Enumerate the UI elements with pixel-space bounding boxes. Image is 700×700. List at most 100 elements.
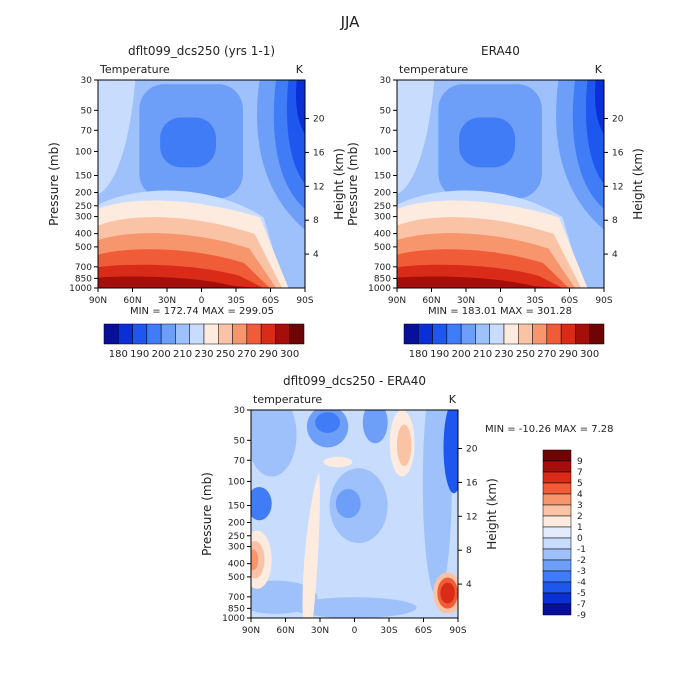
colorbar-swatch: [418, 323, 433, 345]
colorbar-label: -5: [577, 589, 586, 599]
colorbar-swatch: [175, 323, 190, 345]
pressure-tick-label: 150: [75, 171, 92, 181]
colorbar-label: 210: [473, 349, 492, 360]
colorbar-label: -9: [577, 611, 586, 621]
pressure-tick-label: 500: [228, 573, 245, 583]
height-tick-label: 12: [466, 512, 477, 522]
pressure-tick-label: 200: [374, 189, 391, 199]
pressure-tick-label: 250: [374, 202, 391, 212]
contour-fill: [251, 410, 297, 477]
contour-fill: [396, 424, 412, 467]
colorbar-swatch: [432, 323, 448, 345]
colorbar-label: 250: [516, 349, 535, 360]
contour-field: [251, 410, 458, 618]
pressure-tick-label: 500: [374, 243, 391, 253]
height-tick-label: 20: [313, 115, 325, 125]
colorbar-label: 270: [537, 349, 556, 360]
height-tick-label: 16: [466, 478, 478, 488]
pressure-tick-label: 100: [75, 147, 92, 157]
colorbar-label: 200: [452, 349, 471, 360]
height-tick-label: 8: [466, 546, 472, 556]
pressure-tick-label: 1000: [222, 614, 245, 624]
pressure-tick-label: 50: [81, 106, 93, 116]
contour-fill: [160, 117, 216, 168]
colorbar-label: 1: [577, 523, 583, 533]
height-tick-label: 16: [313, 148, 325, 158]
colorbar-label: 230: [494, 349, 513, 360]
pressure-tick-label: 700: [75, 263, 92, 273]
height-tick-label: 4: [313, 250, 319, 260]
chart-subtitle: Temperature: [99, 63, 170, 76]
pressure-tick-label: 250: [228, 532, 245, 542]
colorbar-swatch: [218, 323, 233, 345]
colorbar-swatch: [132, 323, 148, 345]
colorbar-label: -1: [577, 545, 586, 555]
colorbar-label: -7: [577, 600, 586, 610]
colorbar-label: 200: [152, 349, 171, 360]
colorbar-label: 7: [577, 468, 583, 478]
colorbar-swatch: [460, 323, 476, 345]
pressure-tick-label: 50: [234, 436, 246, 446]
colorbar-swatch: [289, 323, 305, 345]
colorbar-label: 290: [559, 349, 578, 360]
contour-fill: [292, 597, 417, 618]
colorbar-swatch: [489, 323, 505, 345]
colorbar-swatch: [260, 323, 276, 345]
x-tick-label: 60S: [415, 626, 432, 636]
colorbar-swatch: [232, 323, 248, 345]
min-max-readout: MIN = -10.26 MAX = 7.28: [485, 424, 614, 435]
colorbar-vertical: [542, 449, 572, 616]
contour-fill: [323, 456, 353, 468]
colorbar-swatch: [542, 559, 572, 572]
colorbar-label: 230: [194, 349, 213, 360]
x-tick-label: 30N: [158, 296, 176, 306]
colorbar-swatch: [542, 592, 572, 605]
pressure-tick-label: 850: [374, 274, 391, 284]
contour-field: [397, 80, 604, 288]
colorbar-swatch: [275, 323, 290, 345]
contour-fill: [397, 80, 435, 195]
colorbar-swatch: [103, 323, 119, 345]
pressure-tick-label: 70: [380, 126, 392, 136]
colorbar-swatch: [560, 323, 576, 345]
chart-subtitle: temperature: [399, 63, 468, 76]
chart-title: dflt099_dcs250 (yrs 1-1): [128, 44, 275, 58]
y-axis-label-left: Pressure (mb): [346, 142, 360, 226]
x-tick-label: 0: [199, 296, 205, 306]
colorbar-label: 4: [577, 490, 583, 500]
x-tick-label: 90S: [449, 626, 466, 636]
colorbar-swatch: [503, 323, 519, 345]
contour-field: [98, 80, 305, 288]
colorbar-swatch: [542, 504, 572, 517]
colorbar: [103, 323, 305, 345]
pressure-tick-label: 250: [75, 202, 92, 212]
colorbar-swatch: [118, 323, 133, 345]
pressure-tick-label: 300: [75, 213, 92, 223]
contour-fill: [315, 412, 341, 433]
colorbar-label: -2: [577, 556, 586, 566]
contour-fill: [594, 80, 604, 135]
chart-units: K: [296, 63, 304, 76]
pressure-tick-label: 50: [380, 106, 392, 116]
y-axis-label-left: Pressure (mb): [47, 142, 61, 226]
height-tick-label: 12: [313, 182, 324, 192]
colorbar-swatch: [542, 449, 572, 462]
colorbar-swatch: [542, 515, 572, 528]
pressure-tick-label: 100: [228, 477, 245, 487]
pressure-tick-label: 400: [374, 230, 391, 240]
y-axis-label-right: Height (km): [332, 148, 346, 219]
colorbar-swatch: [589, 323, 605, 345]
contour-fill: [98, 276, 258, 288]
y-axis-label-left: Pressure (mb): [200, 472, 214, 556]
colorbar-label: 180: [409, 349, 428, 360]
x-tick-label: 30S: [227, 296, 244, 306]
pressure-tick-label: 70: [81, 126, 93, 136]
colorbar-swatch: [542, 603, 572, 616]
colorbar-label: 0: [577, 534, 583, 544]
pressure-tick-label: 200: [75, 189, 92, 199]
height-tick-label: 4: [466, 580, 472, 590]
contour-fill: [98, 80, 136, 195]
height-tick-label: 16: [612, 148, 624, 158]
colorbar-swatch: [203, 323, 219, 345]
pressure-tick-label: 700: [228, 593, 245, 603]
